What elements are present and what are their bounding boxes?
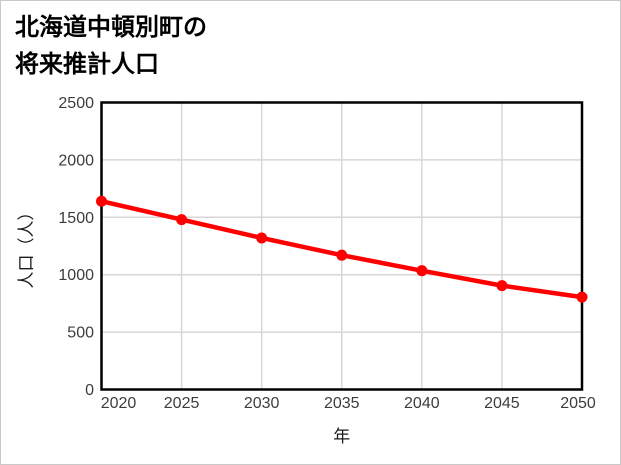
y-tick-label: 2000 <box>58 152 94 169</box>
data-point-marker <box>336 249 348 261</box>
y-tick-label: 1500 <box>58 210 94 227</box>
y-axis-title: 人口（人） <box>17 204 36 289</box>
chart-title-line2: 将来推計人口 <box>15 51 159 78</box>
y-tick-label: 1000 <box>58 267 94 284</box>
x-tick-label: 2020 <box>101 395 137 412</box>
chart-title: 北海道中頓別町の 将来推計人口 <box>15 9 207 83</box>
data-point-marker <box>496 280 508 292</box>
x-tick-label: 2050 <box>560 395 596 412</box>
x-tick-label: 2025 <box>164 395 200 412</box>
x-tick-label: 2045 <box>484 395 520 412</box>
x-axis-title: 年 <box>333 427 350 446</box>
y-tick-label: 0 <box>85 382 94 399</box>
data-point-marker <box>416 265 428 277</box>
x-tick-label: 2030 <box>244 395 280 412</box>
data-point-marker <box>576 291 588 303</box>
data-point-marker <box>176 214 188 226</box>
y-tick-label: 2500 <box>58 95 94 112</box>
data-point-marker <box>96 195 107 207</box>
x-tick-label: 2035 <box>324 395 360 412</box>
plot-frame <box>100 101 584 391</box>
x-tick-label: 2040 <box>404 395 440 412</box>
y-tick-label: 500 <box>67 325 94 342</box>
data-point-marker <box>256 232 268 244</box>
chart-title-line1: 北海道中頓別町の <box>15 14 207 41</box>
